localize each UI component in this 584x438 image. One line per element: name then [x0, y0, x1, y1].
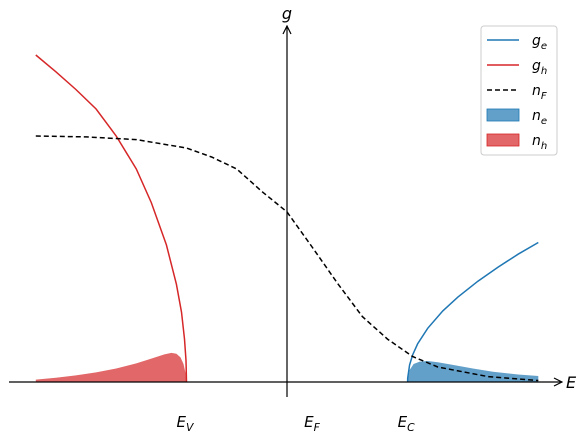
- legend-swatch-nh: [486, 133, 520, 147]
- line-ge: [406, 241, 539, 383]
- legend-label-nF: nF: [532, 83, 547, 102]
- tick-label-EC: EC: [398, 413, 415, 434]
- y-axis-label: g: [282, 4, 292, 23]
- area-nh: [35, 352, 187, 382]
- series-lines: [35, 54, 539, 383]
- legend: ge gh nF ne nh: [480, 25, 558, 156]
- legend-label-ge: ge: [532, 33, 547, 52]
- filled-areas: [35, 352, 539, 382]
- legend-label-gh: gh: [532, 58, 547, 77]
- line-gh: [35, 54, 188, 383]
- tick-label-EF: EF: [304, 413, 320, 434]
- legend-label-ne: ne: [532, 108, 547, 127]
- tick-label-EV: EV: [177, 413, 195, 434]
- legend-label-nh: nh: [532, 133, 547, 152]
- area-ne: [407, 361, 539, 382]
- legend-swatch-ne: [486, 108, 520, 122]
- legend-box: [480, 25, 558, 156]
- tick-labels: EV EF EC: [177, 413, 416, 434]
- x-axis-label: E: [566, 373, 577, 392]
- axes: Eg: [9, 4, 577, 397]
